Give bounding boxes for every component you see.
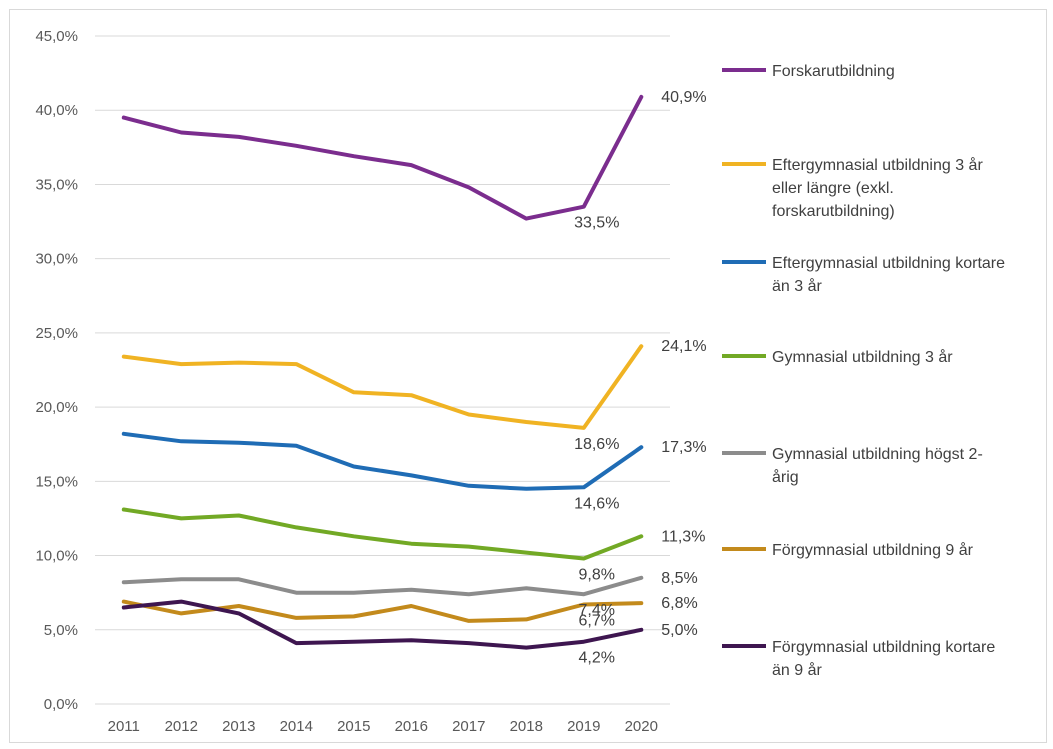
series-line-4 (121, 507, 644, 561)
x-tick-label: 2014 (280, 718, 313, 735)
series-line-1 (121, 94, 644, 221)
y-tick-label: 30,0% (35, 251, 78, 268)
data-label: 18,6% (574, 436, 619, 453)
legend-item-1: Forskarutbildning (722, 63, 895, 80)
legend-item-2: Eftergymnasial utbildning 3 år eller läng… (722, 156, 983, 220)
y-axis: 0,0% 5,0% 10,0% 15,0% 20,0% 25,0% 30,0% 35,0% 40… (35, 28, 78, 713)
data-label: 8,5% (661, 570, 697, 587)
legend-label: Gymnasial utbildning högst 2- (772, 446, 983, 463)
data-label: 6,7% (579, 613, 615, 630)
legend-label: årig (772, 468, 799, 486)
legend-label: eller längre (exkl. (772, 180, 894, 197)
x-tick-label: 2018 (510, 718, 543, 735)
legend-item-6: Förgymnasial utbildning 9 år (722, 541, 974, 559)
gridlines (95, 35, 670, 705)
x-tick-label: 2012 (165, 718, 198, 735)
legend-item-4: Gymnasial utbildning 3 år (722, 348, 953, 366)
x-tick-label: 2019 (567, 718, 600, 735)
x-axis: 2011 2012 2013 2014 2015 2016 2017 2018 2019 2020 (108, 718, 658, 735)
data-label: 33,5% (574, 215, 619, 232)
data-label: 24,1% (661, 338, 706, 355)
y-tick-label: 0,0% (44, 696, 78, 713)
data-label: 9,8% (579, 567, 615, 584)
y-tick-label: 40,0% (35, 102, 78, 119)
series-lines (121, 94, 644, 650)
y-tick-label: 20,0% (35, 399, 78, 416)
data-label: 6,8% (661, 595, 697, 612)
series-line-5 (121, 575, 644, 597)
series-line-3 (121, 431, 644, 491)
series-line-6 (121, 599, 644, 623)
data-label: 4,2% (579, 650, 615, 667)
data-label: 7,4% (579, 602, 615, 619)
legend-label: Forskarutbildning (772, 63, 895, 80)
legend-label: än 3 år (772, 277, 822, 295)
y-tick-label: 45,0% (35, 28, 78, 45)
x-tick-label: 2013 (222, 718, 255, 735)
data-label: 11,3% (661, 528, 705, 545)
y-tick-label: 25,0% (35, 325, 78, 342)
x-tick-label: 2017 (452, 718, 485, 735)
data-labels: 33,5% 40,9% 18,6% 24,1% 14,6% 17,3% 9,8% 11,3% 7… (574, 89, 707, 667)
series-line-7 (121, 599, 644, 650)
legend-label: Förgymnasial utbildning kortare (772, 639, 995, 656)
y-tick-label: 15,0% (35, 473, 78, 490)
legend-item-3: Eftergymnasial utbildning kortare än 3 år (722, 255, 1005, 295)
data-label: 17,3% (661, 439, 706, 456)
data-label: 5,0% (661, 622, 697, 639)
y-tick-label: 35,0% (35, 176, 78, 193)
y-tick-label: 5,0% (44, 622, 78, 639)
x-tick-label: 2016 (395, 718, 428, 735)
x-tick-label: 2011 (108, 718, 140, 735)
series-line-2 (121, 344, 644, 430)
legend-label: Gymnasial utbildning 3 år (772, 348, 953, 366)
legend-label: Eftergymnasial utbildning 3 år (772, 156, 983, 174)
legend-label: än 9 år (772, 661, 822, 679)
legend-label: Eftergymnasial utbildning kortare (772, 255, 1005, 272)
x-tick-label: 2015 (337, 718, 370, 735)
data-label: 14,6% (574, 495, 619, 512)
legend-label: forskarutbildning) (772, 203, 895, 220)
data-label: 40,9% (661, 89, 706, 106)
legend-label: Förgymnasial utbildning 9 år (772, 541, 974, 559)
legend-item-7: Förgymnasial utbildning kortare än 9 år (722, 639, 995, 679)
x-tick-label: 2020 (625, 718, 658, 735)
chart-frame (9, 9, 1047, 743)
legend-item-5: Gymnasial utbildning högst 2- årig (722, 446, 983, 486)
legend: Forskarutbildning Eftergymnasial utbildni… (722, 63, 1005, 679)
y-tick-label: 10,0% (35, 548, 78, 565)
